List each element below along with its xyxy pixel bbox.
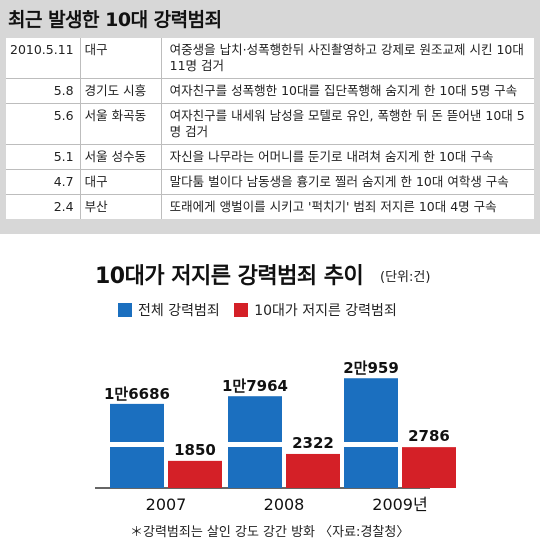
legend-item-total: 전체 강력범죄 (118, 300, 220, 320)
chart-unit: (단위:건) (380, 270, 431, 285)
incident-place: 서울 성수동 (80, 144, 162, 170)
incident-desc: 여자친구를 내세워 남성을 모텔로 유인, 폭행한 뒤 돈 뜯어낸 10대 5명… (161, 103, 534, 145)
chart-title: 10대가 저지른 강력범죄 추이 (95, 264, 364, 289)
x-tick-label: 2008 (264, 495, 305, 514)
incident-desc: 자신을 나무라는 어머니를 둔기로 내려쳐 숨지게 한 10대 구속 (161, 144, 534, 170)
incident-place: 부산 (80, 194, 162, 219)
incident-place: 경기도 시흥 (80, 78, 162, 104)
legend-item-teen: 10대가 저지른 강력범죄 (234, 300, 397, 320)
table-row: 5.6 서울 화곡동 여자친구를 내세워 남성을 모텔로 유인, 폭행한 뒤 돈… (6, 103, 534, 145)
incident-date: 2010.5.11 (6, 38, 81, 79)
bar-chart: 1만6686 1850 2007 1만7964 2322 2008 2만959 2786 200… (95, 359, 456, 514)
data-label-total: 1만6686 (104, 385, 170, 403)
incident-date: 5.6 (6, 103, 81, 145)
table-row: 2010.5.11 대구 여중생을 납치·성폭행한뒤 사진촬영하고 강제로 원조… (6, 38, 534, 79)
footnote: ＊강력범죄는 살인 강도 강간 방화 〈자료:경찰청〉 (130, 525, 410, 540)
legend-label-teen: 10대가 저지른 강력범죄 (254, 303, 397, 319)
incident-desc: 말다툼 벌이다 남동생을 흉기로 찔러 숨지게 한 10대 여학생 구속 (161, 169, 534, 195)
bar-teen (286, 453, 340, 488)
incident-desc: 여자친구를 성폭행한 10대를 집단폭행해 숨지게 한 10대 5명 구속 (161, 78, 534, 104)
incident-table: 2010.5.11 대구 여중생을 납치·성폭행한뒤 사진촬영하고 강제로 원조… (6, 38, 534, 219)
axis-break (109, 442, 165, 447)
data-label-teen: 2786 (408, 427, 450, 445)
data-label-teen: 1850 (174, 441, 216, 459)
chart-legend: 전체 강력범죄 10대가 저지른 강력범죄 (118, 300, 407, 320)
x-tick-label: 2009년 (372, 495, 427, 514)
axis-break (343, 442, 399, 447)
incident-desc: 여중생을 납치·성폭행한뒤 사진촬영하고 강제로 원조교제 시킨 10대 11명… (161, 38, 534, 79)
legend-swatch-total (118, 303, 132, 317)
x-tick-label: 2007 (146, 495, 187, 514)
axis-break (227, 442, 283, 447)
data-label-total: 1만7964 (222, 377, 288, 395)
incident-date: 5.8 (6, 78, 81, 104)
legend-swatch-teen (234, 303, 249, 317)
incident-date: 2.4 (6, 194, 81, 219)
recent-crimes-panel: 최근 발생한 10대 강력범죄 2010.5.11 대구 여중생을 납치·성폭행… (0, 0, 540, 234)
panel-title: 최근 발생한 10대 강력범죄 (8, 9, 222, 31)
incident-date: 5.1 (6, 144, 81, 170)
incident-place: 대구 (80, 169, 162, 195)
bar-teen (402, 447, 456, 488)
incident-place: 대구 (80, 38, 162, 79)
incident-date: 4.7 (6, 169, 81, 195)
data-label-total: 2만959 (343, 359, 399, 377)
table-row: 5.1 서울 성수동 자신을 나무라는 어머니를 둔기로 내려쳐 숨지게 한 1… (6, 144, 534, 170)
bar-teen (168, 460, 222, 488)
bar-total (344, 378, 398, 488)
legend-label-total: 전체 강력범죄 (138, 303, 220, 319)
data-label-teen: 2322 (292, 434, 334, 452)
table-row: 4.7 대구 말다툼 벌이다 남동생을 흉기로 찔러 숨지게 한 10대 여학생… (6, 169, 534, 195)
table-row: 5.8 경기도 시흥 여자친구를 성폭행한 10대를 집단폭행해 숨지게 한 1… (6, 78, 534, 104)
incident-place: 서울 화곡동 (80, 103, 162, 145)
incident-desc: 또래에게 앵벌이를 시키고 '퍽치기' 범죄 저지른 10대 4명 구속 (169, 199, 497, 214)
table-row: 2.4 부산 또래에게 앵벌이를 시키고 '퍽치기' 범죄 저지른 10대 4명… (6, 194, 534, 219)
